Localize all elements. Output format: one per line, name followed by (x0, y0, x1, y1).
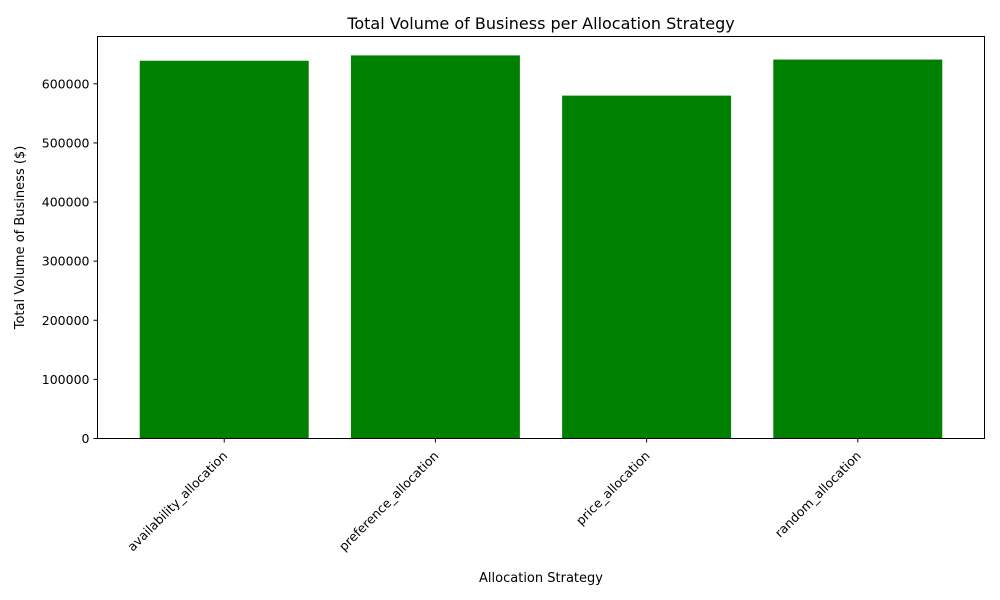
chart-title: Total Volume of Business per Allocation … (346, 14, 734, 33)
x-axis-label: Allocation Strategy (479, 571, 603, 586)
x-tick-label: random_allocation (772, 448, 864, 540)
y-tick-label: 500000 (42, 135, 90, 150)
y-tick-label: 0 (82, 431, 90, 446)
x-tick-label: availability_allocation (124, 448, 230, 554)
bar-availability_allocation (139, 60, 309, 439)
y-tick-label: 200000 (42, 313, 90, 328)
y-tick-label: 600000 (42, 76, 90, 91)
x-tick-label: price_allocation (573, 448, 653, 528)
bars-group (139, 55, 943, 439)
y-axis-label: Total Volume of Business ($) (13, 146, 28, 331)
y-tick-label: 300000 (42, 254, 90, 269)
plot-frame (97, 36, 985, 439)
y-tick-label: 400000 (42, 195, 90, 210)
bar-price_allocation (562, 95, 732, 439)
y-tick-label: 100000 (42, 372, 90, 387)
bar-preference_allocation (350, 55, 520, 439)
x-tick-label: preference_allocation (336, 448, 442, 554)
x-axis: availability_allocation preference_alloca… (124, 438, 864, 554)
bar-random_allocation (773, 59, 943, 439)
y-axis: 0 100000 200000 300000 400000 500000 600000 (42, 76, 98, 446)
